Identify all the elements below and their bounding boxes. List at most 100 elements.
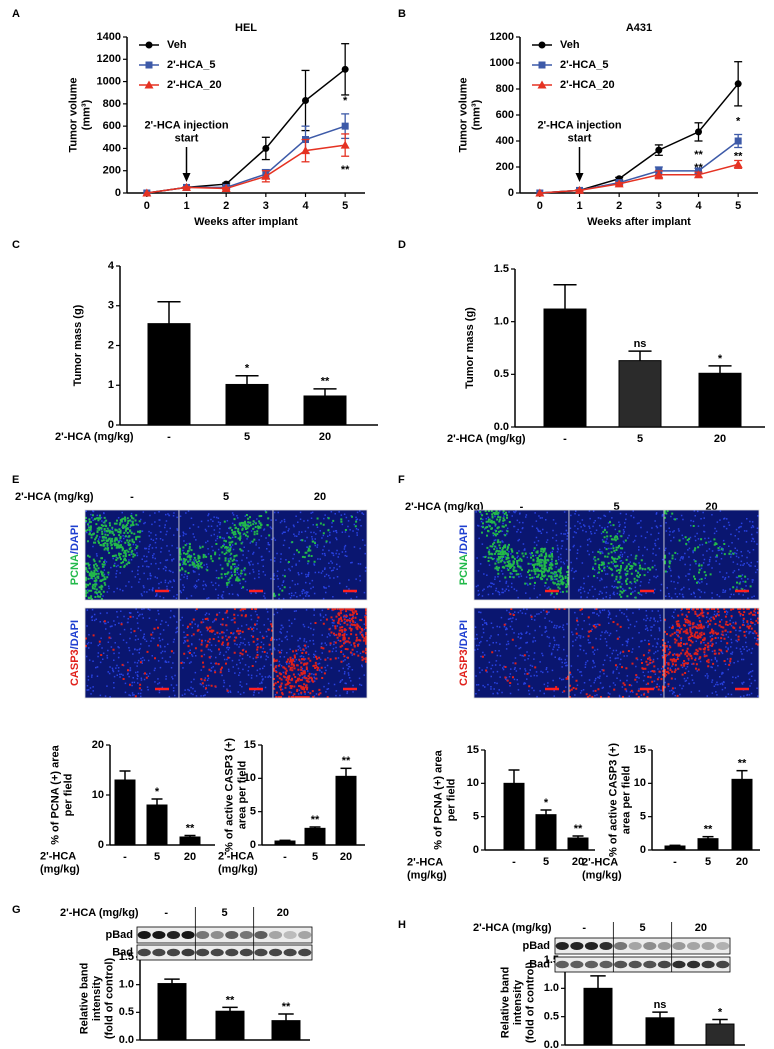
category-axis-label-line: 2'-HCA	[40, 851, 76, 863]
bar	[567, 837, 589, 851]
x-axis-label: Weeks after implant	[587, 216, 691, 228]
x-tick-label: 1	[576, 200, 582, 212]
data-point	[655, 146, 663, 154]
data-point	[695, 128, 702, 136]
column-label: 5	[639, 922, 645, 934]
data-point	[262, 144, 270, 152]
bar	[664, 845, 686, 851]
legend-marker	[145, 61, 153, 69]
y-tick-label: 0	[508, 187, 514, 199]
blot-band	[570, 960, 584, 969]
y-tick-label: 0.5	[494, 368, 509, 380]
blot-band	[628, 960, 642, 969]
treatment-label: 2'-HCA (mg/kg)	[473, 922, 552, 934]
y-axis-label-line: Relative band	[499, 967, 511, 1039]
x-tick-label: 2	[616, 200, 622, 212]
x-tick-label: 20	[340, 851, 352, 863]
blot-band	[584, 960, 599, 969]
x-axis-label-line: Weeks after implant	[194, 216, 298, 228]
y-axis-label-line: (mm³)	[80, 99, 92, 130]
stain-signal	[592, 521, 654, 599]
nuclei	[664, 510, 759, 599]
significance: ns	[634, 338, 647, 350]
stain-label: CASP3/DAPI	[69, 620, 81, 686]
y-axis-label: Tumor mass (g)	[72, 304, 84, 386]
blot-band	[298, 948, 312, 957]
bar	[618, 360, 662, 428]
significance: **	[226, 994, 235, 1006]
y-tick-label: 0	[640, 844, 646, 856]
bar	[271, 1020, 301, 1041]
y-axis-label: Tumor volume(mm³)	[458, 78, 483, 153]
stain-signal	[664, 608, 759, 697]
y-tick-label: 1.0	[119, 979, 134, 991]
stain-part: CASP3	[458, 649, 470, 686]
micrograph	[664, 510, 759, 600]
data-point	[221, 184, 231, 193]
nuclei	[664, 608, 759, 698]
x-tick-label: 20	[572, 856, 584, 868]
blot-band	[643, 960, 657, 969]
blot-band	[225, 931, 239, 939]
blot-band	[555, 960, 569, 969]
y-tick-label: 0.0	[119, 1034, 134, 1046]
significance: **	[694, 149, 703, 161]
x-tick-label: 5	[154, 851, 160, 863]
x-tick-label: 20	[319, 431, 331, 443]
significance: *	[718, 1006, 723, 1018]
data-point	[302, 97, 309, 105]
significance: **	[738, 758, 747, 770]
blot-strip	[554, 937, 731, 955]
y-tick-label: 10	[92, 789, 104, 801]
x-tick-label: 5	[637, 433, 643, 445]
y-axis-label: % of PCNA (+) areaper field	[433, 749, 458, 849]
blot-band	[239, 931, 253, 939]
x-tick-label: 5	[244, 431, 250, 443]
legend-label: Veh	[167, 39, 187, 51]
significance: **	[734, 150, 743, 162]
category-axis-label-line: 2'-HCA	[407, 857, 443, 869]
blot-band	[166, 948, 181, 957]
panel-label: A	[12, 8, 20, 20]
y-axis-label-line: (mm³)	[470, 99, 482, 130]
blot-band	[152, 948, 166, 957]
data-point	[733, 159, 743, 168]
data-point	[182, 182, 191, 191]
micrograph	[569, 510, 664, 600]
category-axis-label-line: 2'-HCA (mg/kg)	[447, 433, 526, 445]
x-tick-label: 0	[537, 200, 543, 212]
data-point	[301, 146, 310, 155]
y-tick-label: 10	[244, 772, 256, 784]
blot-strip	[136, 944, 313, 961]
series-line	[146, 144, 346, 194]
blot-band	[181, 931, 195, 939]
x-tick-label: -	[673, 856, 677, 868]
column-label: 5	[221, 907, 227, 919]
micrograph	[179, 608, 273, 698]
x-tick-label: -	[563, 433, 567, 445]
stain-part: CASP3	[69, 649, 81, 686]
y-axis-label-line: Tumor volume	[68, 78, 80, 153]
y-axis-label-line: % of active CASP3 (+)	[224, 738, 236, 852]
bar	[503, 782, 525, 851]
series-line	[539, 163, 739, 194]
nuclei	[273, 510, 367, 600]
nuclei	[569, 510, 664, 600]
significance: **	[342, 755, 351, 767]
category-axis-label: 2'-HCA (mg/kg)	[582, 857, 622, 882]
bar	[335, 775, 357, 846]
x-tick-label: 20	[736, 856, 748, 868]
blot-band	[239, 948, 253, 957]
significance: **	[311, 814, 320, 826]
blot-band	[181, 948, 195, 957]
blot-band	[283, 931, 297, 939]
blot-band	[686, 960, 701, 969]
bar	[157, 983, 187, 1041]
blot-band	[657, 942, 671, 950]
y-tick-label: 3	[108, 300, 114, 312]
x-tick-label: -	[283, 851, 287, 863]
data-point	[734, 80, 742, 88]
stain-part: /DAPI	[69, 525, 81, 554]
significance: **	[574, 823, 583, 835]
bar	[146, 804, 168, 846]
